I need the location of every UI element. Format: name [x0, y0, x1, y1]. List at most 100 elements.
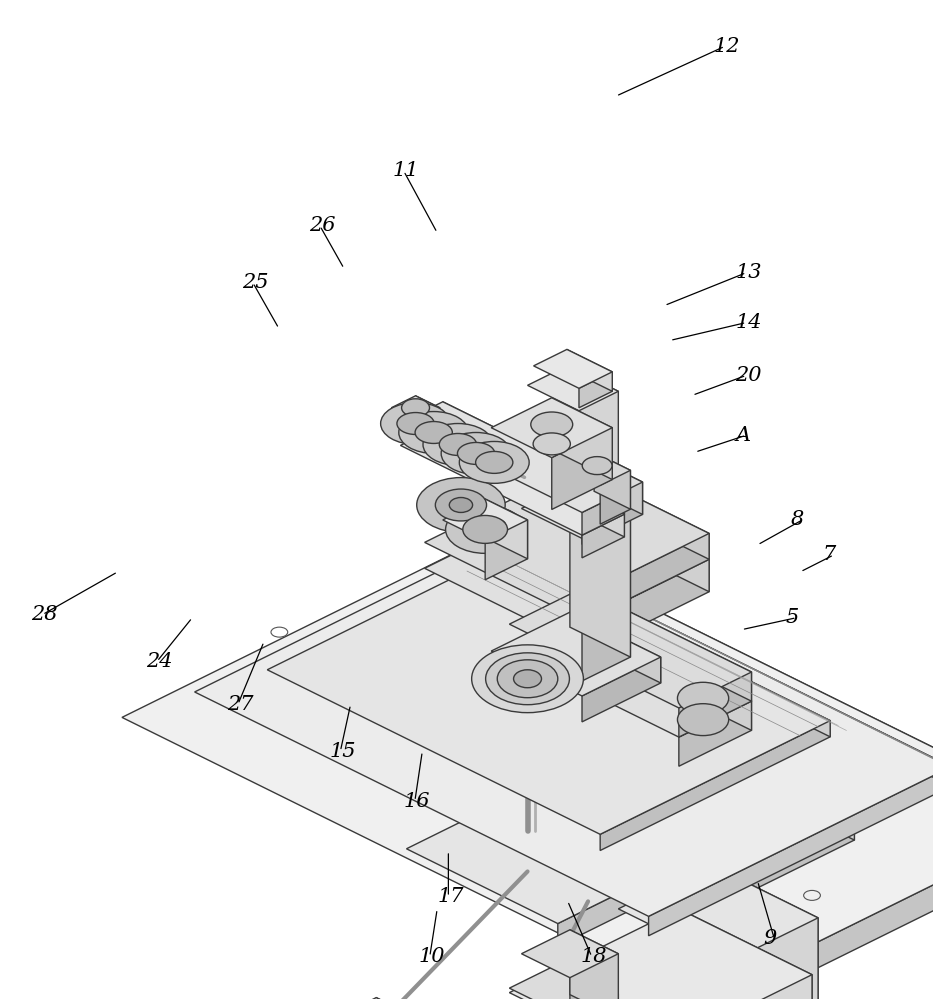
Text: 28: 28 [31, 605, 58, 624]
Polygon shape [579, 372, 613, 408]
Polygon shape [582, 617, 752, 730]
Polygon shape [194, 542, 934, 916]
Polygon shape [122, 532, 934, 1000]
Polygon shape [509, 617, 752, 737]
Text: 16: 16 [403, 792, 431, 811]
Text: 18: 18 [581, 947, 607, 966]
Polygon shape [521, 485, 630, 538]
Polygon shape [564, 452, 630, 485]
Polygon shape [582, 588, 752, 701]
Polygon shape [582, 514, 624, 558]
Ellipse shape [463, 515, 507, 543]
Polygon shape [528, 789, 679, 886]
Polygon shape [416, 396, 440, 434]
Polygon shape [558, 533, 709, 634]
Polygon shape [443, 499, 528, 541]
Text: 14: 14 [735, 313, 762, 332]
Ellipse shape [533, 433, 571, 455]
Text: A: A [735, 426, 750, 445]
Polygon shape [594, 452, 630, 509]
Ellipse shape [460, 441, 530, 483]
Polygon shape [485, 520, 528, 580]
Polygon shape [425, 494, 709, 634]
Polygon shape [567, 366, 618, 482]
Ellipse shape [417, 478, 505, 532]
Polygon shape [416, 408, 440, 446]
Ellipse shape [381, 403, 450, 444]
Ellipse shape [439, 433, 476, 455]
Polygon shape [582, 514, 630, 681]
Ellipse shape [475, 451, 513, 473]
Text: 9: 9 [763, 929, 776, 948]
Ellipse shape [446, 505, 525, 553]
Polygon shape [745, 824, 855, 894]
Ellipse shape [441, 432, 511, 474]
Ellipse shape [514, 670, 542, 688]
Ellipse shape [677, 682, 729, 714]
Polygon shape [576, 740, 855, 878]
Text: 12: 12 [714, 37, 741, 56]
Text: 17: 17 [437, 887, 463, 906]
Polygon shape [601, 721, 830, 851]
Polygon shape [576, 468, 709, 559]
Text: 20: 20 [735, 366, 762, 385]
Polygon shape [401, 402, 624, 512]
Polygon shape [558, 559, 709, 667]
Text: 10: 10 [418, 947, 446, 966]
Polygon shape [570, 446, 643, 514]
Text: 13: 13 [735, 263, 762, 282]
Polygon shape [497, 556, 830, 737]
Polygon shape [576, 494, 709, 592]
Polygon shape [643, 975, 812, 1000]
Polygon shape [558, 964, 618, 1000]
Polygon shape [618, 864, 818, 963]
Polygon shape [328, 998, 588, 1000]
Polygon shape [509, 909, 812, 1000]
Polygon shape [601, 470, 630, 524]
Polygon shape [648, 767, 934, 936]
Polygon shape [521, 930, 618, 978]
Text: 15: 15 [329, 742, 356, 761]
Polygon shape [570, 485, 630, 657]
Text: 5: 5 [785, 608, 799, 627]
Polygon shape [267, 556, 830, 834]
Polygon shape [509, 588, 752, 708]
Polygon shape [485, 499, 528, 559]
Ellipse shape [486, 653, 570, 705]
Polygon shape [570, 930, 618, 1000]
Polygon shape [570, 612, 660, 683]
Polygon shape [425, 468, 709, 608]
Polygon shape [491, 612, 660, 696]
Ellipse shape [449, 498, 473, 512]
Text: 8: 8 [791, 510, 804, 529]
Polygon shape [528, 366, 618, 411]
Polygon shape [570, 994, 618, 1000]
Polygon shape [613, 755, 812, 854]
Polygon shape [401, 424, 624, 535]
Polygon shape [443, 402, 624, 514]
Polygon shape [497, 532, 934, 842]
Polygon shape [697, 816, 934, 1000]
Text: 26: 26 [309, 216, 335, 235]
Ellipse shape [435, 489, 487, 521]
Ellipse shape [677, 704, 729, 736]
Polygon shape [679, 909, 812, 1000]
Polygon shape [679, 672, 752, 737]
Polygon shape [679, 701, 752, 766]
Polygon shape [570, 954, 618, 1000]
Text: 24: 24 [146, 652, 172, 671]
Ellipse shape [497, 660, 558, 698]
Ellipse shape [582, 457, 612, 475]
Polygon shape [709, 864, 818, 1000]
Polygon shape [728, 918, 818, 1000]
Polygon shape [391, 396, 440, 420]
Polygon shape [582, 492, 624, 535]
Ellipse shape [415, 422, 452, 443]
Text: 7: 7 [823, 545, 836, 564]
Polygon shape [579, 391, 618, 501]
Polygon shape [552, 428, 613, 509]
Text: 27: 27 [227, 695, 253, 714]
Ellipse shape [531, 412, 573, 437]
Polygon shape [497, 542, 934, 786]
Text: 25: 25 [242, 273, 268, 292]
